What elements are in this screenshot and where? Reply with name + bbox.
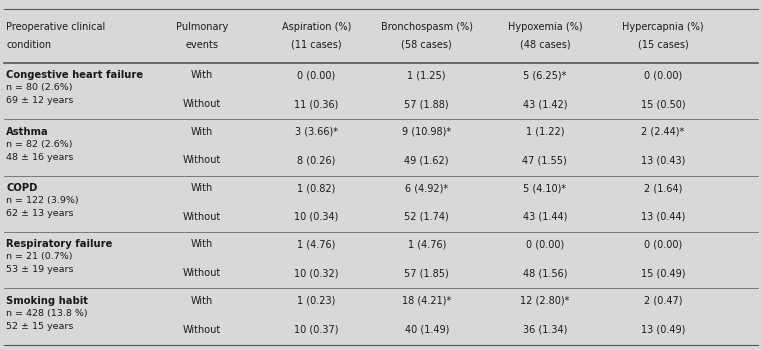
Text: 2 (0.47): 2 (0.47) <box>644 296 682 306</box>
Text: 1 (0.82): 1 (0.82) <box>297 183 335 193</box>
Text: With: With <box>190 296 213 306</box>
Text: (58 cases): (58 cases) <box>402 40 452 50</box>
Text: 1 (1.25): 1 (1.25) <box>408 70 446 80</box>
Text: 10 (0.34): 10 (0.34) <box>294 212 338 222</box>
Text: 49 (1.62): 49 (1.62) <box>405 155 449 166</box>
Text: Respiratory failure: Respiratory failure <box>6 239 113 250</box>
Text: Without: Without <box>183 155 221 166</box>
Text: 5 (6.25)*: 5 (6.25)* <box>523 70 566 80</box>
Text: condition: condition <box>6 40 51 50</box>
Text: Hypoxemia (%): Hypoxemia (%) <box>507 22 582 32</box>
Text: 0 (0.00): 0 (0.00) <box>297 70 335 80</box>
Text: n = 122 (3.9%): n = 122 (3.9%) <box>6 196 78 205</box>
Text: 13 (0.44): 13 (0.44) <box>641 212 685 222</box>
Text: n = 82 (2.6%): n = 82 (2.6%) <box>6 140 72 149</box>
Text: Pulmonary: Pulmonary <box>176 22 228 32</box>
Text: Preoperative clinical: Preoperative clinical <box>6 22 105 32</box>
Text: 52 ± 15 years: 52 ± 15 years <box>6 322 73 331</box>
Text: n = 21 (0.7%): n = 21 (0.7%) <box>6 252 72 261</box>
Text: Congestive heart failure: Congestive heart failure <box>6 70 143 80</box>
Text: 48 ± 16 years: 48 ± 16 years <box>6 153 73 162</box>
Text: COPD: COPD <box>6 183 37 193</box>
Text: With: With <box>190 127 213 137</box>
Text: With: With <box>190 239 213 250</box>
Text: 15 (0.49): 15 (0.49) <box>641 268 685 278</box>
Text: 57 (1.88): 57 (1.88) <box>405 99 449 109</box>
Text: 8 (0.26): 8 (0.26) <box>297 155 335 166</box>
Text: 2 (1.64): 2 (1.64) <box>644 183 682 193</box>
Text: 53 ± 19 years: 53 ± 19 years <box>6 265 74 274</box>
Text: 36 (1.34): 36 (1.34) <box>523 324 567 335</box>
Text: 48 (1.56): 48 (1.56) <box>523 268 567 278</box>
Text: 0 (0.00): 0 (0.00) <box>526 239 564 250</box>
Text: 52 (1.74): 52 (1.74) <box>405 212 449 222</box>
Text: 12 (2.80)*: 12 (2.80)* <box>520 296 569 306</box>
Text: 9 (10.98)*: 9 (10.98)* <box>402 127 451 137</box>
Text: 15 (0.50): 15 (0.50) <box>641 99 685 109</box>
Text: With: With <box>190 70 213 80</box>
Text: 47 (1.55): 47 (1.55) <box>523 155 567 166</box>
Text: 69 ± 12 years: 69 ± 12 years <box>6 96 73 105</box>
Text: Without: Without <box>183 324 221 335</box>
Text: 2 (2.44)*: 2 (2.44)* <box>642 127 684 137</box>
Text: n = 80 (2.6%): n = 80 (2.6%) <box>6 83 72 92</box>
Text: (15 cases): (15 cases) <box>638 40 688 50</box>
Text: 1 (0.23): 1 (0.23) <box>297 296 335 306</box>
Text: 5 (4.10)*: 5 (4.10)* <box>523 183 566 193</box>
Text: 13 (0.43): 13 (0.43) <box>641 155 685 166</box>
Text: 6 (4.92)*: 6 (4.92)* <box>405 183 448 193</box>
Text: 62 ± 13 years: 62 ± 13 years <box>6 209 74 218</box>
Text: 0 (0.00): 0 (0.00) <box>644 70 682 80</box>
Text: Aspiration (%): Aspiration (%) <box>281 22 351 32</box>
Text: 13 (0.49): 13 (0.49) <box>641 324 685 335</box>
Text: (11 cases): (11 cases) <box>291 40 341 50</box>
Text: 10 (0.32): 10 (0.32) <box>294 268 338 278</box>
Text: Without: Without <box>183 212 221 222</box>
Text: 43 (1.42): 43 (1.42) <box>523 99 567 109</box>
Text: 1 (4.76): 1 (4.76) <box>408 239 446 250</box>
Text: 10 (0.37): 10 (0.37) <box>294 324 338 335</box>
Text: 3 (3.66)*: 3 (3.66)* <box>295 127 338 137</box>
Text: Smoking habit: Smoking habit <box>6 296 88 306</box>
Text: Bronchospasm (%): Bronchospasm (%) <box>381 22 472 32</box>
Text: 0 (0.00): 0 (0.00) <box>644 239 682 250</box>
Text: Without: Without <box>183 268 221 278</box>
Text: n = 428 (13.8 %): n = 428 (13.8 %) <box>6 309 88 318</box>
Text: events: events <box>185 40 219 50</box>
Text: 1 (1.22): 1 (1.22) <box>526 127 564 137</box>
Text: With: With <box>190 183 213 193</box>
Text: 1 (4.76): 1 (4.76) <box>297 239 335 250</box>
Text: 40 (1.49): 40 (1.49) <box>405 324 449 335</box>
Text: (48 cases): (48 cases) <box>520 40 570 50</box>
Text: Asthma: Asthma <box>6 127 49 137</box>
Text: Hypercapnia (%): Hypercapnia (%) <box>622 22 704 32</box>
Text: Without: Without <box>183 99 221 109</box>
Text: 11 (0.36): 11 (0.36) <box>294 99 338 109</box>
Text: 43 (1.44): 43 (1.44) <box>523 212 567 222</box>
Text: 57 (1.85): 57 (1.85) <box>405 268 449 278</box>
Text: 18 (4.21)*: 18 (4.21)* <box>402 296 451 306</box>
